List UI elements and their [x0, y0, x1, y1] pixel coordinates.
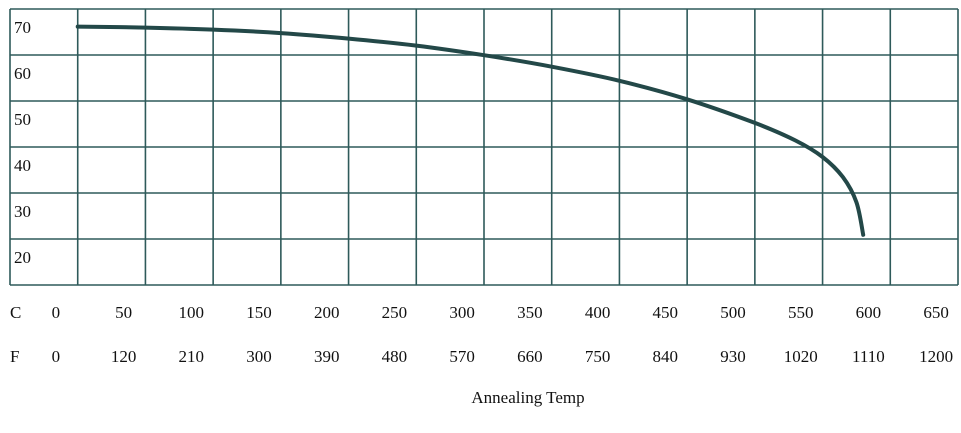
series-line [75, 24, 866, 237]
x-tick-label: 1020 [784, 347, 818, 366]
x-tick-label: 550 [788, 303, 814, 322]
x-tick-label: 600 [856, 303, 882, 322]
x-tick-label: 650 [923, 303, 949, 322]
x-tick-label: 250 [382, 303, 408, 322]
x-axis-title: Annealing Temp [471, 388, 584, 407]
x-tick-label: 350 [517, 303, 543, 322]
x-tick-label: 0 [52, 347, 61, 366]
x-tick-label: 200 [314, 303, 340, 322]
x-tick-label: 480 [382, 347, 408, 366]
x-tick-label: 100 [179, 303, 205, 322]
y-tick-label: 60 [14, 64, 31, 83]
x-label-rows: C 0 50 100 150 200 250 300 350 400 450 500 550 600 650… [10, 303, 953, 366]
x-tick-label: 1110 [852, 347, 885, 366]
x-tick-label: 450 [653, 303, 679, 322]
x-tick-label: 300 [246, 347, 272, 366]
x-tick-label: 840 [653, 347, 679, 366]
x-tick-label: 930 [720, 347, 746, 366]
x-tick-label: 300 [449, 303, 475, 322]
chart-grid [9, 8, 959, 286]
x-row-name: C [10, 303, 21, 322]
x-tick-label: 660 [517, 347, 543, 366]
y-tick-labels: 70 60 50 40 30 20 [14, 18, 31, 267]
y-tick-label: 40 [14, 156, 31, 175]
x-tick-label: 150 [246, 303, 272, 322]
y-tick-label: 70 [14, 18, 31, 37]
x-tick-label: 50 [115, 303, 132, 322]
x-tick-label: 750 [585, 347, 611, 366]
x-tick-label: 0 [52, 303, 61, 322]
y-tick-label: 20 [14, 248, 31, 267]
x-tick-label: 120 [111, 347, 137, 366]
y-tick-label: 50 [14, 110, 31, 129]
x-tick-label: 400 [585, 303, 611, 322]
x-tick-label: 210 [179, 347, 205, 366]
x-tick-label: 570 [449, 347, 475, 366]
x-tick-label: 390 [314, 347, 340, 366]
x-tick-label: 500 [720, 303, 746, 322]
x-row-name: F [10, 347, 19, 366]
y-tick-label: 30 [14, 202, 31, 221]
x-tick-label: 1200 [919, 347, 953, 366]
